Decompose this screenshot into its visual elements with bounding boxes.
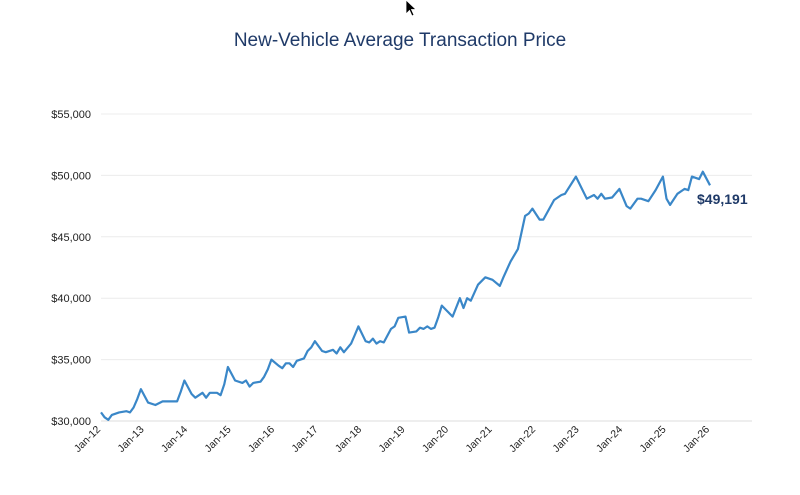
x-tick-label: Jan-25 (637, 424, 668, 455)
x-tick-label: Jan-20 (420, 424, 451, 455)
latest-value-label: $49,191 (697, 191, 748, 207)
y-tick-label: $35,000 (51, 355, 91, 367)
chart-title: New-Vehicle Average Transaction Price (233, 30, 567, 51)
y-axis: $30,000 $35,000 $40,000 $45,000 $50,000 $55,0… (51, 109, 91, 428)
gridlines (101, 113, 752, 422)
series (100, 170, 711, 421)
x-tick-label: Jan-21 (463, 424, 494, 455)
y-tick-label: $30,000 (51, 416, 91, 428)
y-tick-label: $40,000 (51, 293, 91, 305)
price-line (100, 170, 711, 421)
y-tick-label: $50,000 (51, 170, 91, 182)
x-tick-label: Jan-15 (202, 424, 233, 455)
x-axis: Jan-12 Jan-13 Jan-14 Jan-15 Jan-16 Jan-17 Jan-… (72, 424, 712, 455)
mouse-cursor-icon (405, 0, 418, 17)
x-tick-label: Jan-14 (159, 424, 190, 455)
x-tick-label: Jan-17 (289, 424, 320, 455)
y-tick-label: $45,000 (51, 232, 91, 244)
x-tick-label: Jan-13 (115, 424, 146, 455)
x-tick-label: Jan-22 (507, 424, 538, 455)
x-tick-label: Jan-19 (376, 424, 407, 455)
x-tick-label: Jan-18 (333, 424, 364, 455)
x-tick-label: Jan-12 (72, 424, 103, 455)
x-tick-label: Jan-23 (550, 424, 581, 455)
x-tick-label: Jan-16 (246, 424, 277, 455)
x-tick-label: Jan-24 (594, 424, 625, 455)
x-tick-label: Jan-26 (681, 424, 712, 455)
y-tick-label: $55,000 (51, 109, 91, 121)
